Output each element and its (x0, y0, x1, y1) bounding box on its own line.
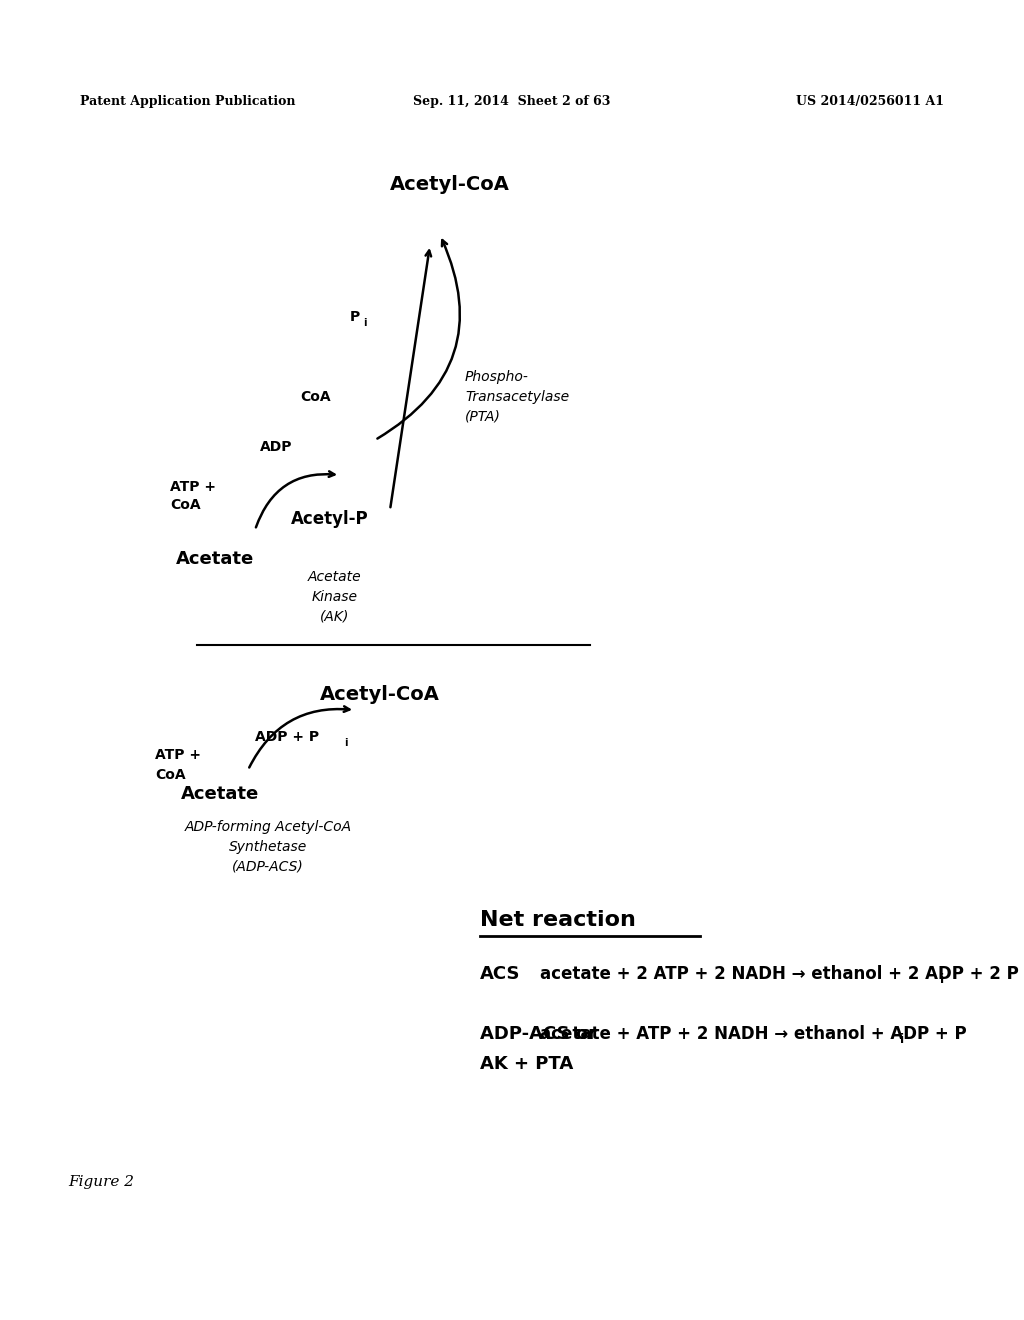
Text: US 2014/0256011 A1: US 2014/0256011 A1 (796, 95, 944, 108)
Text: i: i (940, 973, 944, 986)
Text: Transacetylase: Transacetylase (465, 389, 569, 404)
Text: (ADP-ACS): (ADP-ACS) (232, 861, 304, 874)
Text: CoA: CoA (300, 389, 331, 404)
Text: ACS: ACS (480, 965, 520, 983)
Text: i: i (900, 1034, 904, 1045)
Text: (PTA): (PTA) (465, 411, 501, 424)
Text: i: i (362, 318, 367, 327)
Text: Sep. 11, 2014  Sheet 2 of 63: Sep. 11, 2014 Sheet 2 of 63 (414, 95, 610, 108)
Text: ADP: ADP (260, 440, 293, 454)
Text: Acetyl-CoA: Acetyl-CoA (390, 176, 510, 194)
Text: Acetate: Acetate (308, 570, 361, 583)
Text: ATP +: ATP + (170, 480, 216, 494)
Text: Patent Application Publication: Patent Application Publication (80, 95, 296, 108)
Text: acetate + 2 ATP + 2 NADH → ethanol + 2 ADP + 2 P: acetate + 2 ATP + 2 NADH → ethanol + 2 A… (540, 965, 1019, 983)
Text: acetate + ATP + 2 NADH → ethanol + ADP + P: acetate + ATP + 2 NADH → ethanol + ADP +… (540, 1026, 967, 1043)
Text: P: P (350, 310, 360, 323)
Text: ADP + P: ADP + P (255, 730, 319, 744)
Text: Acetate: Acetate (176, 550, 254, 568)
Text: i: i (344, 738, 347, 748)
Text: AK + PTA: AK + PTA (480, 1055, 573, 1073)
Text: CoA: CoA (170, 498, 201, 512)
Text: Acetate: Acetate (181, 785, 259, 803)
Text: Figure 2: Figure 2 (68, 1175, 134, 1189)
Text: (AK): (AK) (321, 610, 349, 624)
Text: ATP +: ATP + (155, 748, 201, 762)
Text: CoA: CoA (155, 768, 185, 781)
Text: Acetyl-CoA: Acetyl-CoA (321, 685, 440, 704)
Text: Net reaction: Net reaction (480, 909, 636, 931)
Text: Synthetase: Synthetase (229, 840, 307, 854)
Text: Phospho-: Phospho- (465, 370, 528, 384)
Text: ADP-ACS or: ADP-ACS or (480, 1026, 597, 1043)
Text: Kinase: Kinase (312, 590, 358, 605)
Text: ADP-forming Acetyl-CoA: ADP-forming Acetyl-CoA (184, 820, 351, 834)
Text: Acetyl-P: Acetyl-P (291, 510, 369, 528)
